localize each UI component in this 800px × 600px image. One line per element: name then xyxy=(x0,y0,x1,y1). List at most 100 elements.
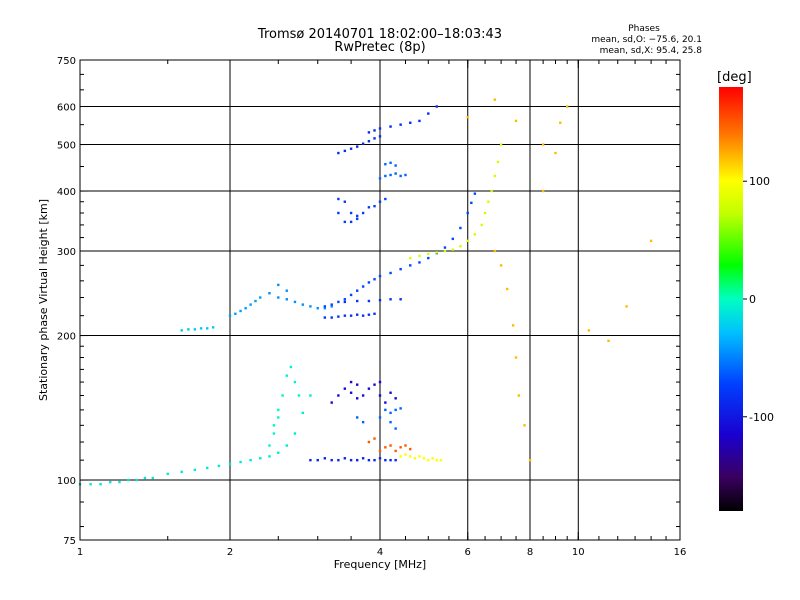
y-tick-label: 600 xyxy=(57,103,76,114)
data-point xyxy=(349,293,353,297)
data-point xyxy=(143,476,147,480)
data-point xyxy=(301,303,305,306)
data-point xyxy=(337,458,340,462)
data-point xyxy=(378,394,382,397)
data-point xyxy=(490,189,493,193)
data-point xyxy=(404,173,407,177)
x-tick-label: 6 xyxy=(465,547,471,558)
data-point xyxy=(389,411,392,415)
data-point xyxy=(367,313,371,316)
data-point xyxy=(435,251,438,254)
data-point xyxy=(239,309,242,313)
data-point xyxy=(373,129,376,132)
data-point xyxy=(127,478,130,482)
data-point xyxy=(330,401,333,404)
data-point xyxy=(330,305,333,308)
data-point xyxy=(118,480,121,484)
data-point xyxy=(268,444,271,447)
data-point xyxy=(418,261,421,264)
data-point xyxy=(166,472,169,476)
data-point xyxy=(389,298,392,301)
data-point xyxy=(285,374,288,377)
data-point xyxy=(109,480,112,484)
data-point xyxy=(394,397,397,400)
data-point xyxy=(473,233,477,236)
data-point xyxy=(361,314,365,317)
data-point xyxy=(293,380,297,384)
data-point xyxy=(293,300,297,304)
data-point xyxy=(89,483,92,486)
data-point xyxy=(343,300,347,304)
data-point xyxy=(272,432,276,435)
data-point xyxy=(373,458,376,462)
colorbar-label: [deg] xyxy=(717,70,752,85)
data-point xyxy=(389,173,392,177)
data-point xyxy=(349,391,353,394)
colorbar-tick-label: -100 xyxy=(749,411,774,424)
data-point xyxy=(316,307,319,310)
data-point xyxy=(554,151,557,155)
data-point xyxy=(399,298,402,301)
data-point xyxy=(514,356,518,359)
data-point xyxy=(378,127,382,130)
data-point xyxy=(373,137,376,140)
colorbar-tick-label: 0 xyxy=(749,293,756,306)
data-point xyxy=(297,394,301,397)
data-point xyxy=(205,466,209,470)
data-point xyxy=(355,289,359,292)
data-point xyxy=(285,298,288,301)
y-tick-label: 75 xyxy=(63,536,76,547)
data-point xyxy=(361,285,365,288)
data-point xyxy=(409,264,412,267)
data-point xyxy=(443,249,447,253)
data-point xyxy=(349,211,353,215)
data-point xyxy=(559,121,562,124)
data-point xyxy=(399,123,402,126)
data-point xyxy=(466,116,469,119)
data-point xyxy=(523,424,526,427)
data-point xyxy=(330,316,333,319)
data-point xyxy=(343,457,347,460)
data-point xyxy=(301,411,305,415)
y-tick-label: 100 xyxy=(57,476,76,487)
data-point xyxy=(228,314,232,317)
data-point xyxy=(355,416,359,419)
data-point xyxy=(389,458,392,462)
data-point xyxy=(337,211,340,215)
data-point xyxy=(483,211,487,215)
data-point xyxy=(427,458,430,462)
data-point xyxy=(399,455,402,458)
data-point xyxy=(234,312,237,315)
data-point xyxy=(268,292,271,295)
data-point xyxy=(259,296,262,299)
data-point xyxy=(404,453,407,456)
data-point xyxy=(361,457,365,460)
y-tick-label: 750 xyxy=(57,56,76,67)
data-point xyxy=(565,105,569,108)
data-point xyxy=(361,394,365,397)
data-point xyxy=(343,149,347,153)
x-axis-label: Frequency [MHz] xyxy=(334,558,426,571)
phases-line-o: mean, sd,O: −75.6, 20.1 xyxy=(591,35,702,45)
data-point xyxy=(205,327,209,330)
data-point xyxy=(193,468,197,472)
data-point xyxy=(343,314,347,317)
data-point xyxy=(378,135,382,138)
y-tick-label: 400 xyxy=(57,187,76,198)
data-point xyxy=(277,283,280,287)
data-point xyxy=(349,220,353,224)
phases-heading: Phases xyxy=(628,24,660,34)
data-point xyxy=(378,457,382,460)
data-point xyxy=(281,394,284,397)
data-point xyxy=(349,380,353,384)
data-point xyxy=(389,125,392,128)
data-point xyxy=(249,303,252,306)
data-point xyxy=(451,237,455,241)
data-point xyxy=(378,200,382,203)
data-point xyxy=(394,458,397,462)
data-point xyxy=(487,200,490,203)
data-point xyxy=(499,143,503,146)
colorbar-tick-label: 100 xyxy=(749,175,770,188)
data-point xyxy=(373,278,376,281)
